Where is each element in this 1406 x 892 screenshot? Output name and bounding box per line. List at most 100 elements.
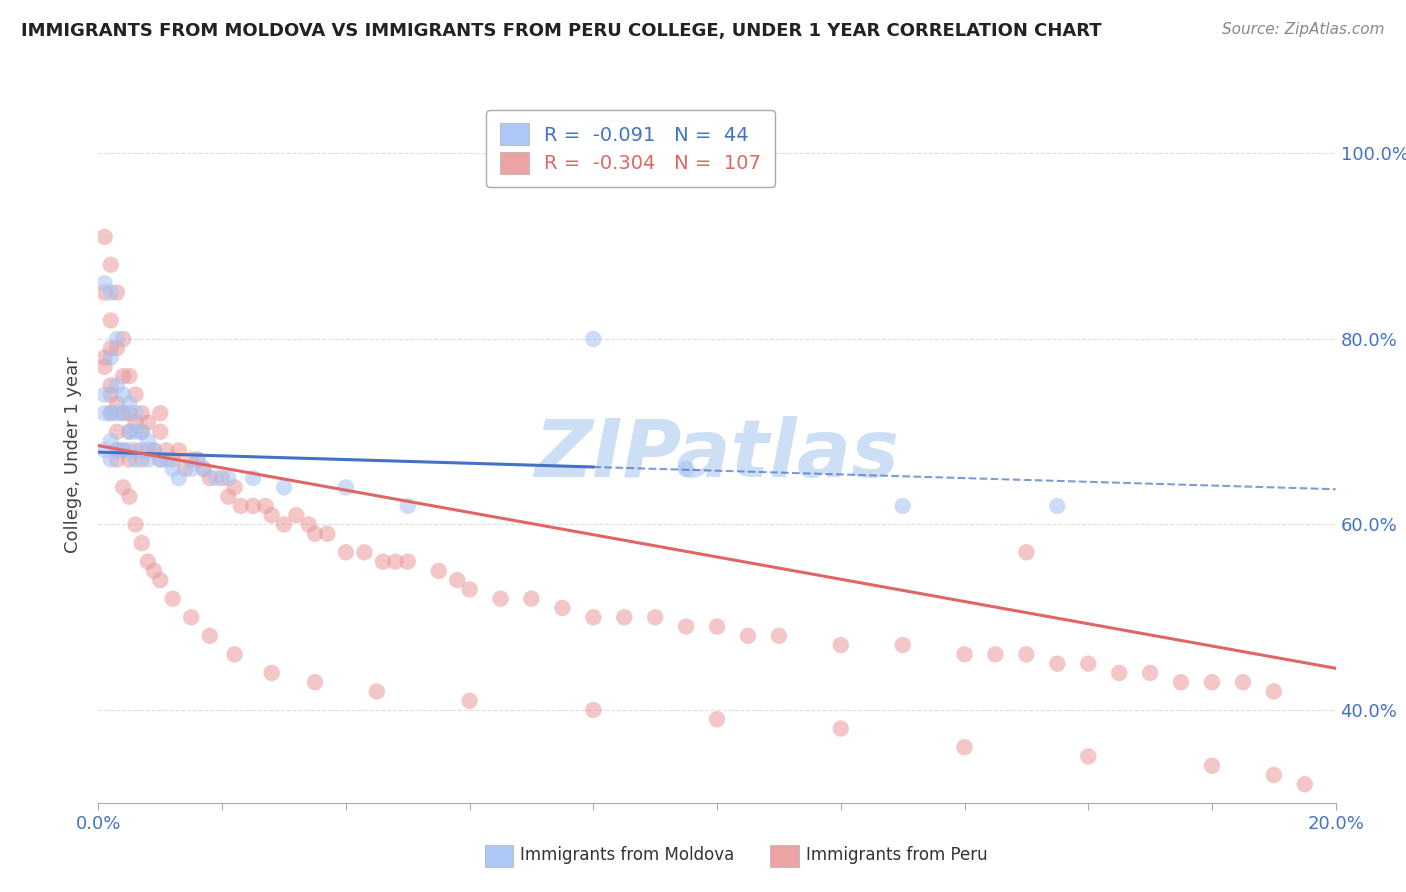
Point bbox=[112, 369, 135, 384]
Point bbox=[217, 490, 239, 504]
Point bbox=[316, 526, 339, 541]
Point bbox=[124, 387, 146, 401]
Point bbox=[93, 359, 115, 374]
Point bbox=[211, 471, 233, 485]
Point bbox=[582, 610, 605, 624]
Point bbox=[131, 425, 153, 439]
Point bbox=[1015, 545, 1038, 559]
Point bbox=[143, 443, 166, 458]
Point bbox=[118, 425, 141, 439]
Point bbox=[224, 648, 246, 662]
Point bbox=[93, 277, 115, 291]
Point bbox=[1046, 657, 1069, 671]
Point bbox=[112, 443, 135, 458]
Point bbox=[1263, 768, 1285, 782]
Point bbox=[304, 526, 326, 541]
Point bbox=[136, 434, 159, 448]
Point bbox=[118, 425, 141, 439]
Point bbox=[582, 703, 605, 717]
Point bbox=[396, 555, 419, 569]
Point bbox=[1294, 777, 1316, 791]
Point bbox=[1232, 675, 1254, 690]
Point bbox=[520, 591, 543, 606]
Point bbox=[1139, 665, 1161, 680]
Point bbox=[112, 406, 135, 420]
Point bbox=[124, 452, 146, 467]
Point bbox=[118, 406, 141, 420]
Point bbox=[105, 406, 128, 420]
Point bbox=[1201, 758, 1223, 772]
Point bbox=[186, 452, 208, 467]
Point bbox=[136, 443, 159, 458]
Point bbox=[953, 648, 976, 662]
Point bbox=[105, 378, 128, 392]
Point bbox=[149, 452, 172, 467]
Point bbox=[186, 452, 208, 467]
Point bbox=[273, 480, 295, 494]
Point bbox=[93, 443, 115, 458]
Point bbox=[489, 591, 512, 606]
Point bbox=[1015, 648, 1038, 662]
Point bbox=[124, 406, 146, 420]
Point bbox=[155, 452, 177, 467]
Point bbox=[1046, 499, 1069, 513]
Point bbox=[124, 443, 146, 458]
Point bbox=[149, 573, 172, 587]
Point bbox=[613, 610, 636, 624]
Point bbox=[1201, 675, 1223, 690]
Point bbox=[830, 638, 852, 652]
Point bbox=[112, 387, 135, 401]
Point bbox=[304, 675, 326, 690]
Point bbox=[143, 564, 166, 578]
Point bbox=[93, 406, 115, 420]
Point bbox=[112, 332, 135, 346]
Point bbox=[100, 406, 122, 420]
Point bbox=[112, 406, 135, 420]
Point bbox=[112, 480, 135, 494]
Point bbox=[155, 443, 177, 458]
Text: Immigrants from Peru: Immigrants from Peru bbox=[806, 847, 987, 864]
Point bbox=[353, 545, 375, 559]
Point bbox=[706, 712, 728, 726]
Point bbox=[136, 555, 159, 569]
Point bbox=[100, 387, 122, 401]
Point bbox=[174, 462, 197, 476]
Point bbox=[644, 610, 666, 624]
Point bbox=[100, 406, 122, 420]
Point bbox=[162, 462, 184, 476]
Point bbox=[105, 443, 128, 458]
Point bbox=[167, 443, 190, 458]
Point bbox=[396, 499, 419, 513]
Point bbox=[675, 462, 697, 476]
Point bbox=[198, 471, 221, 485]
Point bbox=[254, 499, 277, 513]
Point bbox=[124, 416, 146, 430]
Y-axis label: College, Under 1 year: College, Under 1 year bbox=[63, 357, 82, 553]
Point bbox=[737, 629, 759, 643]
Point bbox=[984, 648, 1007, 662]
Point bbox=[149, 406, 172, 420]
Point bbox=[285, 508, 308, 523]
Point bbox=[149, 452, 172, 467]
Text: Immigrants from Moldova: Immigrants from Moldova bbox=[520, 847, 734, 864]
Point bbox=[162, 452, 184, 467]
Point bbox=[93, 351, 115, 365]
Point bbox=[105, 397, 128, 411]
Point bbox=[891, 638, 914, 652]
Point bbox=[100, 285, 122, 300]
Point bbox=[582, 332, 605, 346]
Point bbox=[1170, 675, 1192, 690]
Point bbox=[93, 387, 115, 401]
Point bbox=[118, 443, 141, 458]
Point bbox=[1077, 657, 1099, 671]
Point bbox=[830, 722, 852, 736]
Text: ZIPatlas: ZIPatlas bbox=[534, 416, 900, 494]
Point bbox=[1108, 665, 1130, 680]
Point bbox=[242, 471, 264, 485]
Point bbox=[193, 462, 215, 476]
Point bbox=[131, 425, 153, 439]
Point bbox=[100, 258, 122, 272]
Point bbox=[93, 230, 115, 244]
Text: IMMIGRANTS FROM MOLDOVA VS IMMIGRANTS FROM PERU COLLEGE, UNDER 1 YEAR CORRELATIO: IMMIGRANTS FROM MOLDOVA VS IMMIGRANTS FR… bbox=[21, 22, 1102, 40]
Point bbox=[100, 378, 122, 392]
